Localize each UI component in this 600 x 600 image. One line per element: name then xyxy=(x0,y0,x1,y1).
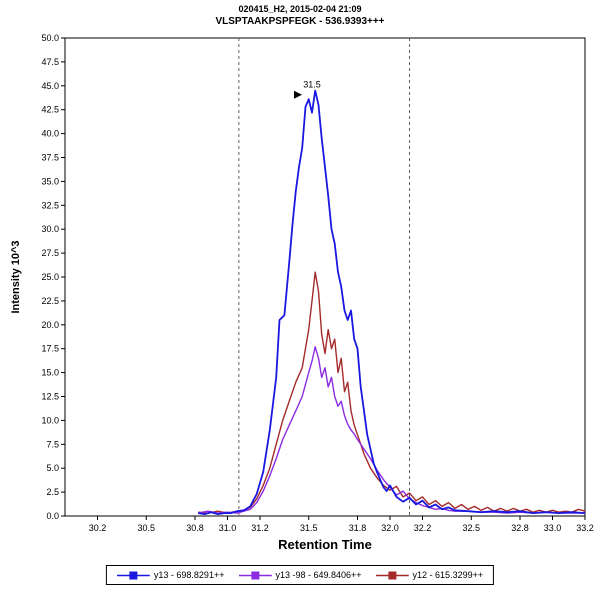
x-tick-label: 30.2 xyxy=(89,523,107,533)
y-tick-label: 45.0 xyxy=(41,81,59,91)
legend-label: y13 -98 - 649.8406++ xyxy=(275,570,362,580)
y-tick-label: 50.0 xyxy=(41,33,59,43)
x-tick-label: 31.2 xyxy=(251,523,269,533)
x-tick-label: 33.2 xyxy=(576,523,594,533)
y-tick-label: 7.5 xyxy=(46,439,59,449)
y-tick-label: 30.0 xyxy=(41,224,59,234)
plot-border xyxy=(64,37,586,517)
trace-y13 xyxy=(198,89,586,515)
x-tick-label: 32.0 xyxy=(381,523,399,533)
y-tick-label: 25.0 xyxy=(41,272,59,282)
x-tick-label: 30.5 xyxy=(137,523,155,533)
y-tick-label: 32.5 xyxy=(41,200,59,210)
y-tick-label: 5.0 xyxy=(46,463,59,473)
run-title: 020415_H2, 2015-02-04 21:09 xyxy=(238,4,362,14)
trace-y12 xyxy=(198,271,586,514)
y-tick-label: 47.5 xyxy=(41,57,59,67)
y-tick-label: 17.5 xyxy=(41,344,59,354)
x-tick-label: 32.5 xyxy=(462,523,480,533)
legend-swatch-y13_98-icon xyxy=(238,571,272,579)
y-tick-label: 22.5 xyxy=(41,296,59,306)
y-tick-label: 15.0 xyxy=(41,368,59,378)
x-tick-label: 32.8 xyxy=(511,523,529,533)
x-tick-label: 31.5 xyxy=(300,523,318,533)
legend-label: y12 - 615.3299++ xyxy=(412,570,484,580)
legend-label: y13 - 698.8291++ xyxy=(153,570,225,580)
legend-swatch-y12-icon xyxy=(375,571,409,579)
y-axis-title: Intensity 10^3 xyxy=(10,240,22,314)
y-tick-label: 12.5 xyxy=(41,392,59,402)
legend-item-y13_98: y13 -98 - 649.8406++ xyxy=(238,570,362,580)
x-axis-title: Retention Time xyxy=(278,537,372,552)
y-tick-label: 2.5 xyxy=(46,487,59,497)
x-tick-label: 31.0 xyxy=(219,523,237,533)
legend-item-y12: y12 - 615.3299++ xyxy=(375,570,484,580)
y-tick-label: 37.5 xyxy=(41,153,59,163)
peptide-title: VLSPTAAKPSPFEGK - 536.9393+++ xyxy=(215,16,385,27)
y-tick-label: 0.0 xyxy=(46,511,59,521)
x-tick-label: 30.8 xyxy=(186,523,204,533)
legend-item-y13: y13 - 698.8291++ xyxy=(116,570,225,580)
legend-swatch-y13-icon xyxy=(116,571,150,579)
peak-rt-label: 31.5 xyxy=(303,80,321,90)
x-tick-label: 32.2 xyxy=(414,523,432,533)
legend: y13 - 698.8291++ y13 -98 - 649.8406++ y12 … xyxy=(105,565,495,585)
y-tick-label: 42.5 xyxy=(41,105,59,115)
y-tick-label: 35.0 xyxy=(41,176,59,186)
y-tick-label: 20.0 xyxy=(41,320,59,330)
x-tick-label: 31.8 xyxy=(349,523,367,533)
y-tick-label: 40.0 xyxy=(41,129,59,139)
x-tick-label: 33.0 xyxy=(544,523,562,533)
peak-id-arrow-icon xyxy=(294,90,302,99)
chromatogram-plot[interactable]: 0.0 2.5 5.0 7.5 10.0 12.5 15.0 17.5 20.0 22.5 25.0… xyxy=(0,0,600,560)
y-tick-label: 10.0 xyxy=(41,415,59,425)
y-tick-label: 27.5 xyxy=(41,248,59,258)
